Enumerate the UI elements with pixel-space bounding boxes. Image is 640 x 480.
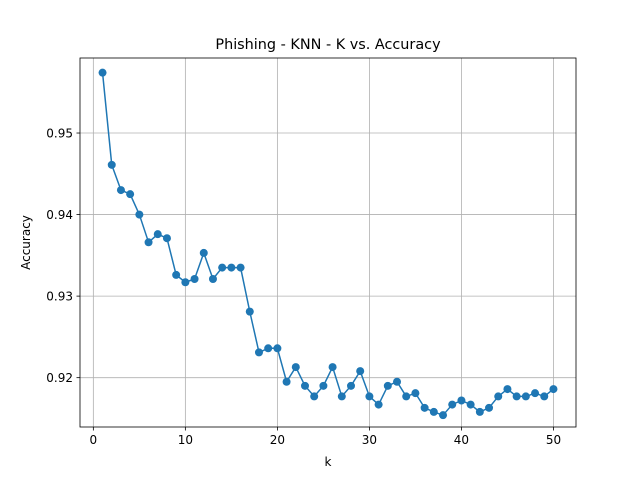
data-point <box>135 210 144 219</box>
data-point <box>356 367 365 376</box>
data-point <box>282 377 291 386</box>
data-point <box>347 381 356 390</box>
data-point <box>300 381 309 390</box>
data-point <box>126 190 135 199</box>
data-point <box>264 344 273 353</box>
data-point <box>365 392 374 401</box>
data-point <box>337 392 346 401</box>
y-axis-label: Accuracy <box>19 215 33 270</box>
plot-frame <box>79 57 577 428</box>
data-point <box>328 363 337 372</box>
data-point <box>549 385 558 394</box>
x-tick-label: 50 <box>546 433 561 447</box>
data-point <box>521 392 530 401</box>
data-point <box>310 392 319 401</box>
x-axis: 0 10 20 30 40 50 <box>90 427 561 447</box>
data-point <box>144 238 153 247</box>
data-point <box>291 363 300 372</box>
data-point <box>98 68 107 77</box>
data-point <box>172 270 181 279</box>
data-point <box>245 307 254 316</box>
data-point <box>439 411 448 420</box>
data-point <box>218 263 227 272</box>
data-point <box>475 407 484 416</box>
y-tick-label: 0.92 <box>46 371 73 385</box>
series-layer <box>98 68 558 420</box>
y-tick-label: 0.95 <box>46 127 73 141</box>
data-point <box>411 389 420 398</box>
data-point <box>190 274 199 283</box>
y-tick-label: 0.94 <box>46 208 73 222</box>
data-point <box>429 407 438 416</box>
data-point <box>420 403 429 412</box>
x-tick-label: 20 <box>270 433 285 447</box>
data-point <box>181 278 190 287</box>
data-point <box>448 400 457 409</box>
data-point <box>457 396 466 405</box>
x-tick-label: 30 <box>362 433 377 447</box>
data-point <box>116 186 125 195</box>
x-tick-label: 40 <box>454 433 469 447</box>
data-point <box>273 344 282 353</box>
data-point <box>531 389 540 398</box>
grid <box>80 58 576 427</box>
data-point <box>466 400 475 409</box>
data-point <box>107 160 116 169</box>
data-point <box>503 385 512 394</box>
x-tick-label: 0 <box>90 433 98 447</box>
data-point <box>227 263 236 272</box>
data-point <box>512 392 521 401</box>
x-tick-label: 10 <box>178 433 193 447</box>
data-point <box>494 392 503 401</box>
data-point <box>199 248 208 257</box>
y-axis: 0.92 0.93 0.94 0.95 <box>46 127 80 385</box>
data-point <box>254 348 263 357</box>
data-point <box>383 381 392 390</box>
chart-title: Phishing - KNN - K vs. Accuracy <box>215 37 441 53</box>
data-point <box>236 263 245 272</box>
data-point <box>374 400 383 409</box>
data-point <box>393 377 402 386</box>
x-axis-label: k <box>325 455 332 469</box>
data-point <box>319 381 328 390</box>
data-point <box>540 392 549 401</box>
data-point <box>485 403 494 412</box>
data-point <box>153 230 162 239</box>
data-point <box>162 234 171 243</box>
y-tick-label: 0.93 <box>46 290 73 304</box>
data-point <box>402 392 411 401</box>
data-point <box>208 274 217 283</box>
